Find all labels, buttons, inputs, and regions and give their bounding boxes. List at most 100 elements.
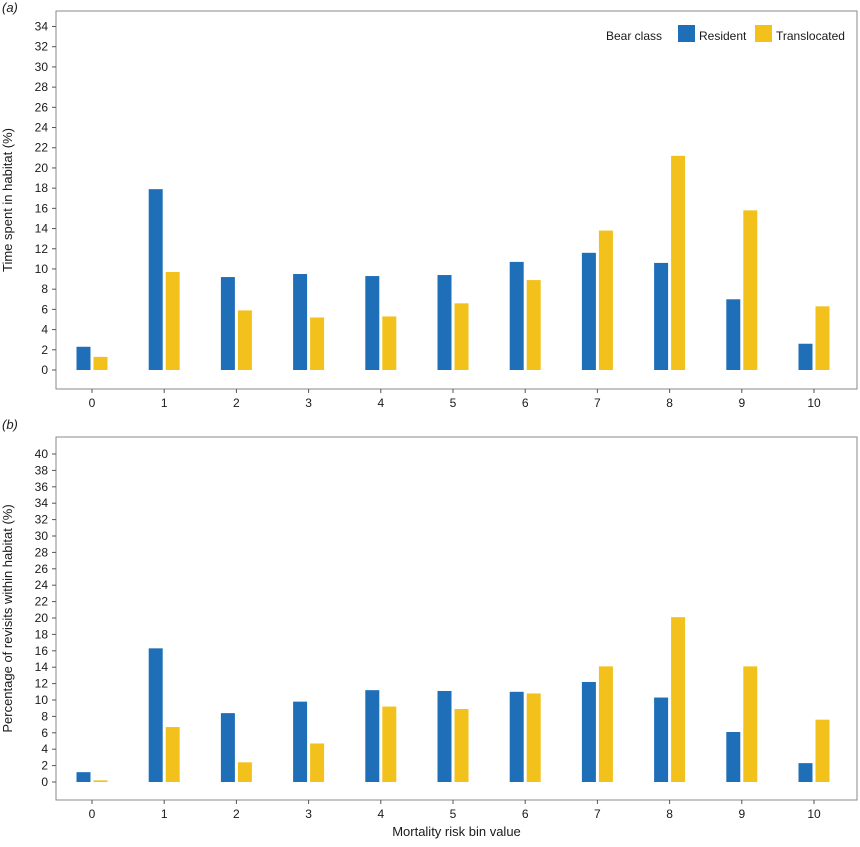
bar-translocated-5 [454,303,469,370]
y-tick-label: 12 [35,677,49,691]
x-tick-label: 9 [738,807,745,821]
legend-swatch-translocated [755,25,772,42]
y-tick-label: 24 [35,578,49,592]
bar-translocated-9 [743,210,758,370]
bar-resident-8 [654,262,669,370]
x-tick-label: 2 [233,396,240,410]
y-tick-label: 34 [35,496,49,510]
y-tick-label: 36 [35,480,49,494]
bar-translocated-9 [743,666,758,782]
x-tick-label: 5 [450,396,457,410]
x-tick-label: 1 [161,807,168,821]
y-tick-label: 18 [35,627,49,641]
y-tick-label: 20 [35,611,49,625]
legend-swatch-resident [678,25,695,42]
y-tick-label: 6 [41,302,48,316]
y-tick-label: 18 [35,181,49,195]
bar-resident-10 [798,343,813,370]
y-tick-label: 0 [41,363,48,377]
bar-resident-0 [76,346,91,370]
x-tick-label: 0 [89,807,96,821]
y-axis-title: Time spent in habitat (%) [0,128,15,272]
bar-resident-1 [148,189,163,370]
y-tick-label: 38 [35,463,49,477]
bar-translocated-2 [237,310,252,370]
chart-panel-b: (b)0246810121416182022242628303234363840… [0,417,858,839]
bar-resident-7 [581,681,596,782]
bar-translocated-8 [671,155,686,370]
x-tick-label: 3 [305,396,312,410]
bar-resident-4 [365,690,380,782]
x-tick-label: 7 [594,807,601,821]
y-tick-label: 12 [35,242,49,256]
bar-resident-2 [220,713,235,782]
bar-translocated-8 [671,617,686,782]
y-tick-label: 24 [35,121,49,135]
bar-resident-2 [220,277,235,370]
bar-translocated-6 [526,693,541,782]
y-tick-label: 30 [35,60,49,74]
bar-resident-8 [654,697,669,782]
bar-translocated-10 [815,719,830,782]
bar-translocated-7 [598,230,613,370]
y-tick-label: 30 [35,529,49,543]
legend-label-translocated: Translocated [776,29,845,43]
bar-resident-9 [726,299,741,370]
x-tick-label: 8 [666,396,673,410]
y-tick-label: 32 [35,513,49,527]
y-axis-title: Percentage of revisits within habitat (%… [0,504,15,732]
bar-translocated-4 [382,316,397,370]
x-tick-label: 10 [807,396,821,410]
x-tick-label: 4 [377,807,384,821]
x-tick-label: 3 [305,807,312,821]
y-tick-label: 32 [35,40,49,54]
bar-resident-6 [509,261,524,370]
bar-translocated-7 [598,666,613,782]
y-tick-label: 10 [35,262,49,276]
y-tick-label: 26 [35,562,49,576]
x-tick-label: 4 [377,396,384,410]
bar-translocated-3 [310,743,325,782]
y-tick-label: 2 [41,759,48,773]
bar-translocated-1 [165,272,180,370]
x-tick-label: 8 [666,807,673,821]
bar-resident-5 [437,275,452,370]
y-tick-label: 10 [35,693,49,707]
bar-resident-1 [148,648,163,782]
y-tick-label: 16 [35,644,49,658]
bar-resident-4 [365,276,380,370]
bar-resident-3 [293,701,308,782]
bar-resident-9 [726,731,741,782]
x-tick-label: 7 [594,396,601,410]
bar-resident-7 [581,252,596,370]
legend-label-resident: Resident [699,29,747,43]
bar-translocated-4 [382,706,397,782]
bar-resident-3 [293,274,308,370]
y-tick-label: 14 [35,222,49,236]
bar-translocated-2 [237,762,252,782]
y-tick-label: 2 [41,343,48,357]
y-tick-label: 8 [41,709,48,723]
bar-resident-5 [437,690,452,782]
legend: Bear class Resident Translocated [606,25,845,43]
y-tick-label: 40 [35,447,49,461]
panel-label: (b) [2,417,18,432]
plot-frame [55,10,858,390]
x-tick-label: 6 [522,396,529,410]
x-tick-label: 0 [89,396,96,410]
y-tick-label: 4 [41,742,48,756]
x-tick-label: 5 [450,807,457,821]
y-tick-label: 28 [35,80,49,94]
bar-translocated-6 [526,280,541,370]
bar-resident-10 [798,763,813,782]
x-tick-label: 6 [522,807,529,821]
bar-translocated-5 [454,709,469,782]
y-tick-label: 8 [41,282,48,296]
y-tick-label: 0 [41,775,48,789]
x-tick-label: 2 [233,807,240,821]
y-tick-label: 22 [35,595,49,609]
y-tick-label: 22 [35,141,49,155]
